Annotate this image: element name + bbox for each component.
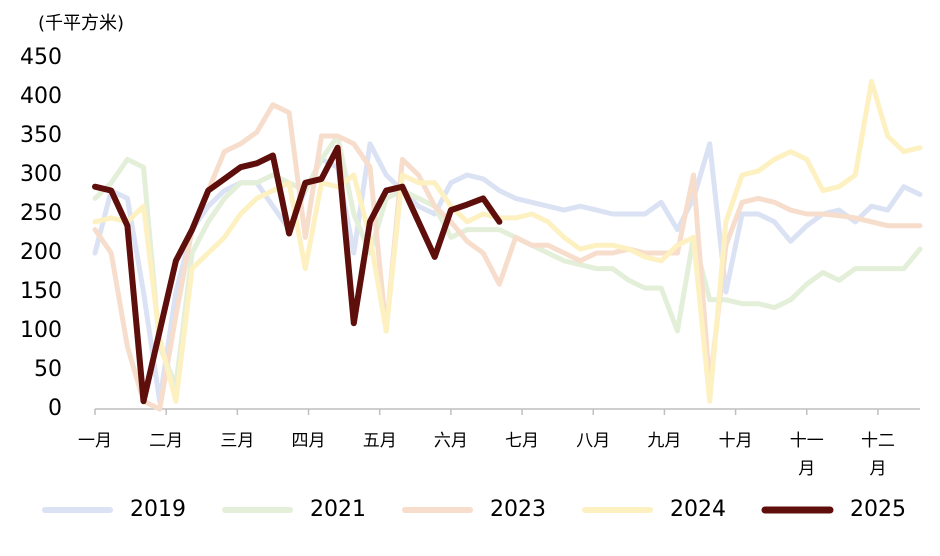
x-tick-label: 六月	[434, 431, 468, 451]
x-tick-label: 四月	[292, 431, 326, 451]
x-tick-label: 十二月	[861, 431, 895, 479]
y-tick-label: 50	[34, 357, 62, 382]
series-line	[92, 102, 923, 412]
x-tick-label: 五月	[363, 431, 397, 451]
y-axis-label: (千平方米)	[38, 13, 124, 34]
series-line	[92, 141, 923, 404]
legend-label: 2023	[490, 497, 546, 522]
x-tick-label: 十月	[719, 431, 753, 451]
y-tick-label: 250	[20, 201, 62, 226]
y-tick-label: 100	[20, 318, 62, 343]
x-tick-label: 七月	[505, 431, 539, 451]
x-tick-label: 一月	[78, 431, 112, 451]
legend-label: 2019	[130, 497, 186, 522]
y-tick-label: 350	[20, 123, 62, 148]
legend-label: 2025	[850, 497, 906, 522]
y-tick-label: 150	[20, 279, 62, 304]
y-tick-label: 0	[48, 396, 62, 421]
x-tick-label: 十一月	[790, 431, 824, 479]
legend-label: 2024	[670, 497, 726, 522]
y-tick-label: 450	[20, 45, 62, 70]
legend-label: 2021	[310, 497, 366, 522]
series-line	[92, 78, 923, 404]
x-tick-label: 八月	[576, 431, 610, 451]
series-line	[92, 144, 503, 405]
x-tick-label: 九月	[647, 431, 681, 451]
y-tick-label: 400	[20, 84, 62, 109]
series-line	[92, 133, 923, 389]
x-tick-label: 二月	[149, 431, 183, 451]
x-tick-label: 三月	[220, 431, 254, 451]
y-tick-label: 300	[20, 162, 62, 187]
y-tick-label: 200	[20, 240, 62, 265]
